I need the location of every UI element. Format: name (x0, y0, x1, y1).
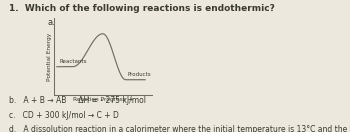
Text: 1.  Which of the following reactions is endothermic?: 1. Which of the following reactions is e… (9, 4, 275, 13)
Text: a.: a. (47, 18, 55, 27)
Text: b.   A + B → AB     ΔH = - 275 kJ/mol: b. A + B → AB ΔH = - 275 kJ/mol (9, 96, 146, 105)
Text: d.   A dissolution reaction in a calorimeter where the initial temperature is 13: d. A dissolution reaction in a calorimet… (9, 125, 350, 132)
Text: Reactants: Reactants (60, 59, 87, 64)
X-axis label: Reaction Progress →: Reaction Progress → (74, 97, 133, 102)
Y-axis label: Potential Energy: Potential Energy (47, 33, 52, 81)
Text: Products: Products (127, 72, 151, 77)
Text: c.   CD + 300 kJ/mol → C + D: c. CD + 300 kJ/mol → C + D (9, 111, 119, 120)
